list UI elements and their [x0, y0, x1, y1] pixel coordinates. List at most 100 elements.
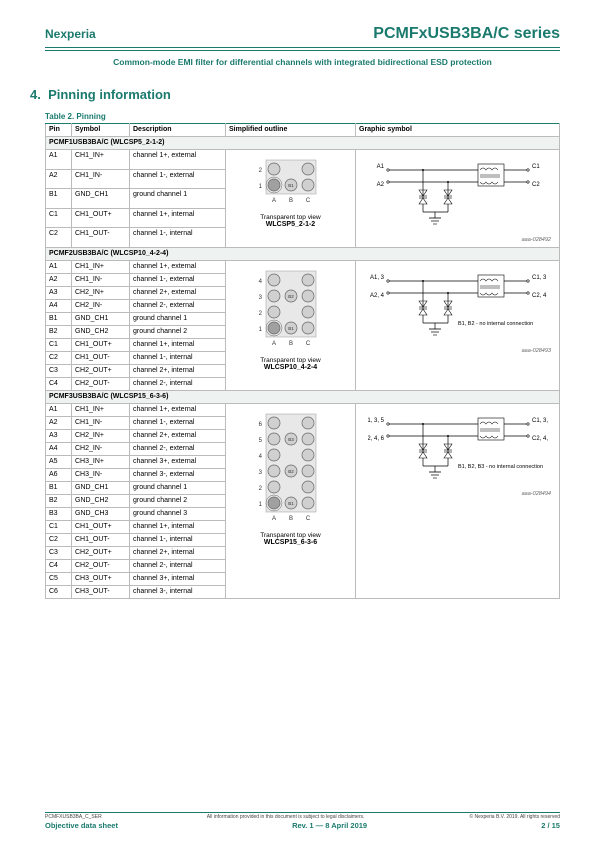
cell-symbol: CH1_IN+	[72, 261, 130, 274]
cell-symbol: CH1_OUT-	[72, 228, 130, 248]
header-rule-1	[45, 47, 560, 48]
table-row: A1 CH1_IN+ channel 1+, external1234ABCB1…	[46, 261, 560, 274]
cell-desc: channel 1-, external	[130, 169, 226, 189]
cell-pin: C4	[46, 560, 72, 573]
table-row: A1 CH1_IN+ channel 1+, external12ABCB1Tr…	[46, 150, 560, 170]
svg-text:C1: C1	[532, 164, 540, 170]
header-rule-2	[45, 50, 560, 51]
cell-pin: A1	[46, 150, 72, 170]
cell-symbol: CH1_OUT-	[72, 534, 130, 547]
outline-diagram: 1234ABCB1B2Transparent top viewWLCSP10_4…	[226, 261, 356, 391]
svg-text:5: 5	[258, 438, 262, 444]
schematic-diagram: A1A2C1C2 aaa-028492	[356, 150, 560, 248]
cell-pin: B1	[46, 313, 72, 326]
svg-text:C2: C2	[532, 182, 540, 188]
cell-pin: C1	[46, 521, 72, 534]
cell-symbol: CH1_IN+	[72, 150, 130, 170]
cell-pin: A3	[46, 287, 72, 300]
cell-symbol: CH1_IN-	[72, 417, 130, 430]
cell-desc: ground channel 1	[130, 189, 226, 209]
doc-title: PCMFxUSB3BA/C series	[373, 25, 560, 43]
cell-pin: A3	[46, 430, 72, 443]
cell-desc: channel 1+, external	[130, 261, 226, 274]
cell-desc: ground channel 2	[130, 495, 226, 508]
cell-desc: channel 3-, internal	[130, 586, 226, 599]
cell-symbol: CH2_IN+	[72, 287, 130, 300]
section-number: 4.	[30, 87, 41, 102]
cell-desc: channel 1-, external	[130, 417, 226, 430]
cell-desc: channel 1-, internal	[130, 352, 226, 365]
cell-pin: C3	[46, 365, 72, 378]
cell-desc: channel 3+, internal	[130, 573, 226, 586]
cell-symbol: CH1_IN-	[72, 274, 130, 287]
cell-symbol: CH1_OUT+	[72, 208, 130, 228]
svg-text:A2, 4: A2, 4	[369, 293, 384, 299]
th-symbol: Symbol	[72, 124, 130, 137]
cell-desc: channel 1+, internal	[130, 521, 226, 534]
cell-pin: A2	[46, 417, 72, 430]
th-desc: Description	[130, 124, 226, 137]
cell-symbol: CH3_IN-	[72, 469, 130, 482]
cell-desc: channel 1+, internal	[130, 339, 226, 352]
svg-text:C2, 4: C2, 4	[532, 293, 547, 299]
cell-pin: C2	[46, 352, 72, 365]
cell-desc: channel 2-, internal	[130, 560, 226, 573]
svg-text:A2: A2	[376, 182, 384, 188]
svg-text:C2, 4, 6: C2, 4, 6	[532, 436, 548, 442]
part-header: PCMF1USB3BA/C (WLCSP5_2-1-2)	[46, 137, 560, 150]
schematic-diagram: A1, 3, 5A2, 4, 6C1, 3, 5C2, 4, 6 B1, B2,…	[356, 404, 560, 599]
svg-text:C1, 3: C1, 3	[532, 275, 547, 281]
cell-pin: B2	[46, 326, 72, 339]
cell-symbol: CH2_IN+	[72, 430, 130, 443]
th-graphic: Graphic symbol	[356, 124, 560, 137]
svg-text:A1, 3: A1, 3	[369, 275, 384, 281]
svg-text:B: B	[288, 341, 292, 347]
footer-page: 2 / 15	[541, 821, 560, 830]
outline-diagram: 123456ABCB1B2B3Transparent top viewWLCSP…	[226, 404, 356, 599]
cell-symbol: CH1_OUT+	[72, 521, 130, 534]
svg-text:B3: B3	[288, 437, 294, 442]
svg-text:B1, B2, B3 - no internal conne: B1, B2, B3 - no internal connection	[458, 464, 543, 470]
part-header: PCMF2USB3BA/C (WLCSP10_4-2-4)	[46, 248, 560, 261]
cell-symbol: CH1_IN+	[72, 404, 130, 417]
cell-pin: A2	[46, 169, 72, 189]
outline-diagram: 12ABCB1Transparent top viewWLCSP5_2-1-2	[226, 150, 356, 248]
cell-desc: channel 1-, internal	[130, 534, 226, 547]
cell-symbol: CH2_IN-	[72, 443, 130, 456]
svg-text:B: B	[288, 516, 292, 522]
svg-text:B1: B1	[288, 326, 294, 331]
cell-pin: B2	[46, 495, 72, 508]
cell-symbol: GND_CH2	[72, 326, 130, 339]
svg-text:C: C	[305, 341, 310, 347]
footer-doc-id: PCMFXUSB3BA_C_SER	[45, 814, 102, 820]
svg-text:C: C	[305, 198, 310, 204]
cell-desc: channel 1+, external	[130, 404, 226, 417]
svg-text:A: A	[271, 516, 275, 522]
cell-pin: C2	[46, 228, 72, 248]
cell-desc: channel 3-, external	[130, 469, 226, 482]
pinning-table: Pin Symbol Description Simplified outlin…	[45, 123, 560, 599]
svg-text:A: A	[271, 198, 275, 204]
cell-pin: B1	[46, 189, 72, 209]
svg-text:B1: B1	[288, 501, 294, 506]
svg-text:B1, B2 - no internal connectio: B1, B2 - no internal connection	[458, 321, 533, 327]
footer-copyright: © Nexperia B.V. 2019. All rights reserve…	[469, 814, 560, 820]
cell-desc: channel 2+, external	[130, 430, 226, 443]
cell-symbol: CH2_OUT+	[72, 547, 130, 560]
cell-desc: ground channel 2	[130, 326, 226, 339]
page-footer: PCMFXUSB3BA_C_SER All information provid…	[45, 812, 560, 830]
cell-symbol: GND_CH2	[72, 495, 130, 508]
svg-text:C: C	[305, 516, 310, 522]
cell-desc: ground channel 1	[130, 482, 226, 495]
cell-pin: C1	[46, 339, 72, 352]
cell-desc: ground channel 3	[130, 508, 226, 521]
cell-symbol: GND_CH1	[72, 189, 130, 209]
svg-text:A1, 3, 5: A1, 3, 5	[368, 418, 385, 424]
brand-name: Nexperia	[45, 27, 96, 41]
svg-text:4: 4	[258, 454, 262, 460]
svg-text:2: 2	[258, 486, 262, 492]
cell-pin: C2	[46, 534, 72, 547]
cell-desc: channel 2-, external	[130, 443, 226, 456]
svg-text:A: A	[271, 341, 275, 347]
cell-desc: channel 2-, external	[130, 300, 226, 313]
